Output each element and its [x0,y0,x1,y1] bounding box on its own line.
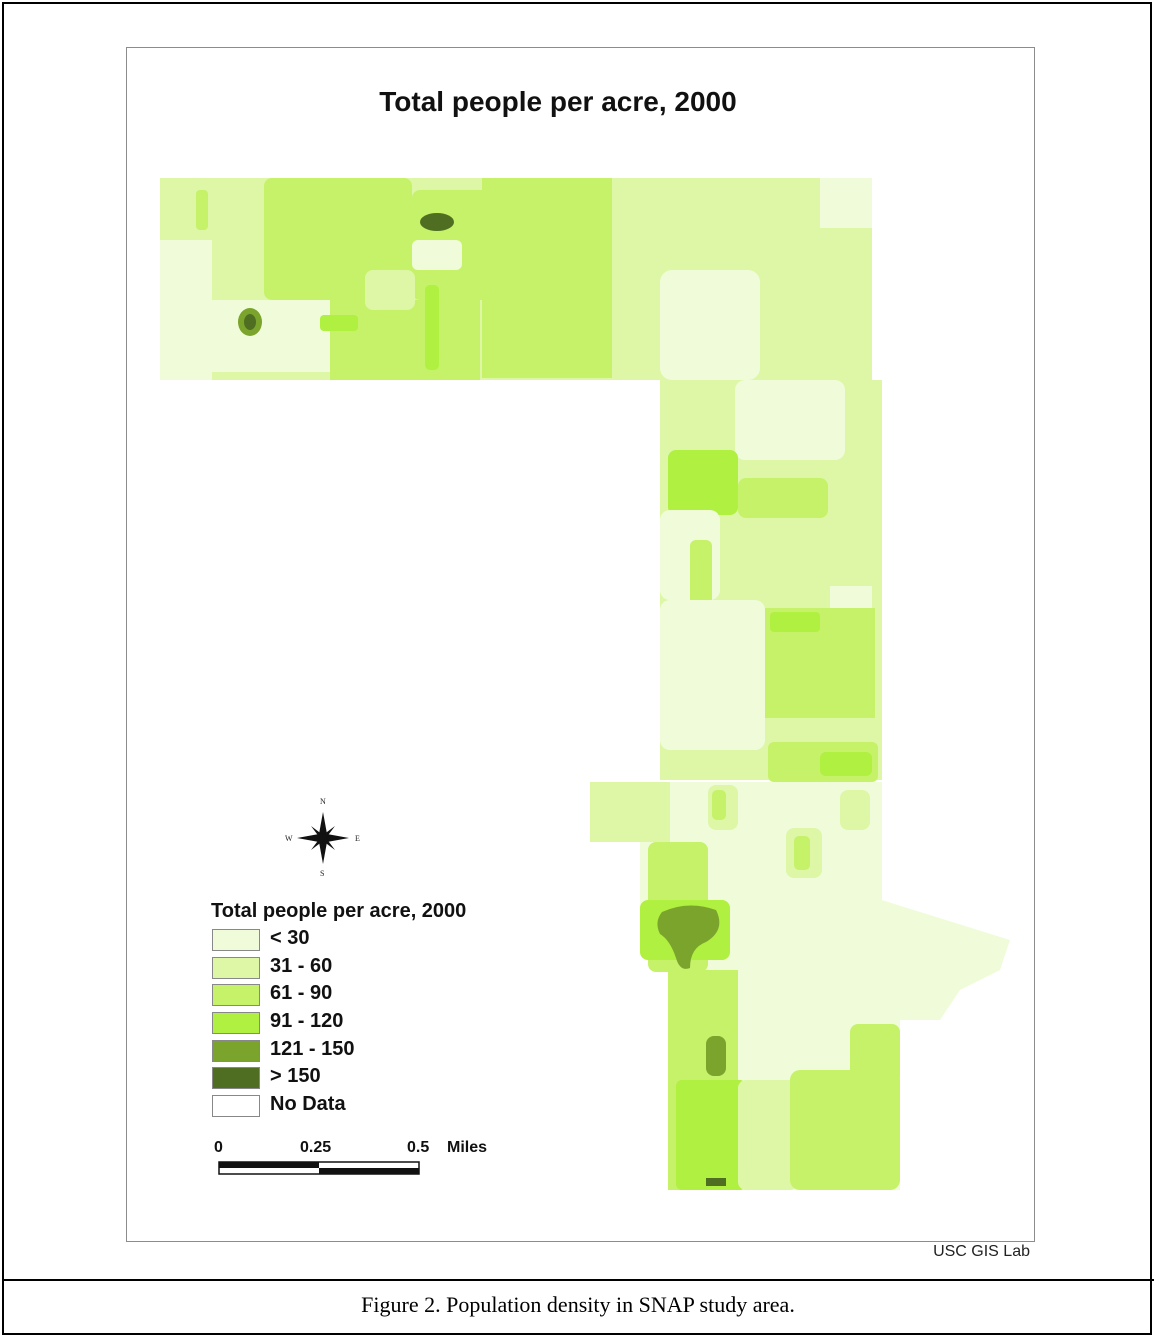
credit-text: USC GIS Lab [933,1243,1030,1260]
legend-label: 31 - 60 [270,955,333,977]
zone-east-hi-1 [668,450,738,515]
zone-nw-light-4 [365,270,415,310]
zone-ne-light-1 [660,270,760,380]
scale-label-0: 0 [214,1139,223,1156]
zone-south-mid-3 [712,790,726,820]
compass-north-label: N [320,797,326,806]
zone-south-hi-2 [676,1080,746,1190]
map-title: Total people per acre, 2000 [379,86,737,117]
figure-caption: Figure 2. Population density in SNAP stu… [361,1292,795,1317]
zone-nw-light-3 [412,240,462,270]
zone-nw-mid-3 [482,178,612,378]
compass-east-label: E [355,834,360,843]
zone-nw-tick [196,190,208,230]
zone-nw-strip-2 [320,315,358,331]
zone-south-mid-4 [840,790,870,830]
zone-east-light-4 [830,586,872,608]
zone-east-mid-1 [738,478,828,518]
scale-unit-label: Miles [447,1139,488,1156]
legend-swatch [212,929,260,951]
zone-east-hi-3 [820,752,872,776]
legend-swatch [212,1067,260,1089]
zone-south-mid-9 [738,1080,798,1190]
zone-east-light-1 [735,380,845,460]
zone-south-mid-1 [590,782,670,842]
zone-south-mid-11 [850,1024,900,1084]
legend-swatch [212,1012,260,1034]
scale-label-05: 0.5 [407,1139,430,1156]
zone-south-mid-6 [794,836,810,870]
zone-ne-mid [770,230,830,310]
legend-swatch [212,957,260,979]
compass-west-label: W [285,834,293,843]
legend-swatch [212,1095,260,1117]
zone-dark-spot-1 [420,213,454,231]
scale-bar [218,1161,420,1175]
compass-rose-icon [297,812,349,864]
zone-nw-light-1 [160,240,212,380]
legend-label: No Data [270,1093,346,1115]
zone-nw-mid-4 [330,300,480,380]
legend-label: > 150 [270,1065,321,1087]
density-map [160,178,1010,1190]
zone-south-dark-1 [657,905,720,969]
zone-dark-spot-2b [244,314,256,330]
zone-south-dark-3 [706,1178,726,1186]
legend-label: 61 - 90 [270,982,333,1004]
zone-south-dark-2 [706,1036,726,1076]
zone-ne-light-2 [820,178,872,228]
zone-nw-strip [425,285,439,370]
zone-nw-light-2 [212,300,332,372]
legend-label: 121 - 150 [270,1038,355,1060]
legend-label: < 30 [270,927,310,949]
caption-divider [2,1279,1154,1281]
legend-label: 91 - 120 [270,1010,344,1032]
zone-east-hi-2 [770,612,820,632]
legend-swatch [212,1040,260,1062]
scale-label-025: 0.25 [300,1139,332,1156]
zone-east-mid-2 [690,540,712,610]
zone-east-light-3 [660,600,765,750]
compass-south-label: S [320,869,325,878]
zone-south-mid-10 [790,1070,900,1190]
zone-nw-mid-1 [264,178,412,300]
legend-title: Total people per acre, 2000 [211,900,467,922]
legend-swatch [212,984,260,1006]
